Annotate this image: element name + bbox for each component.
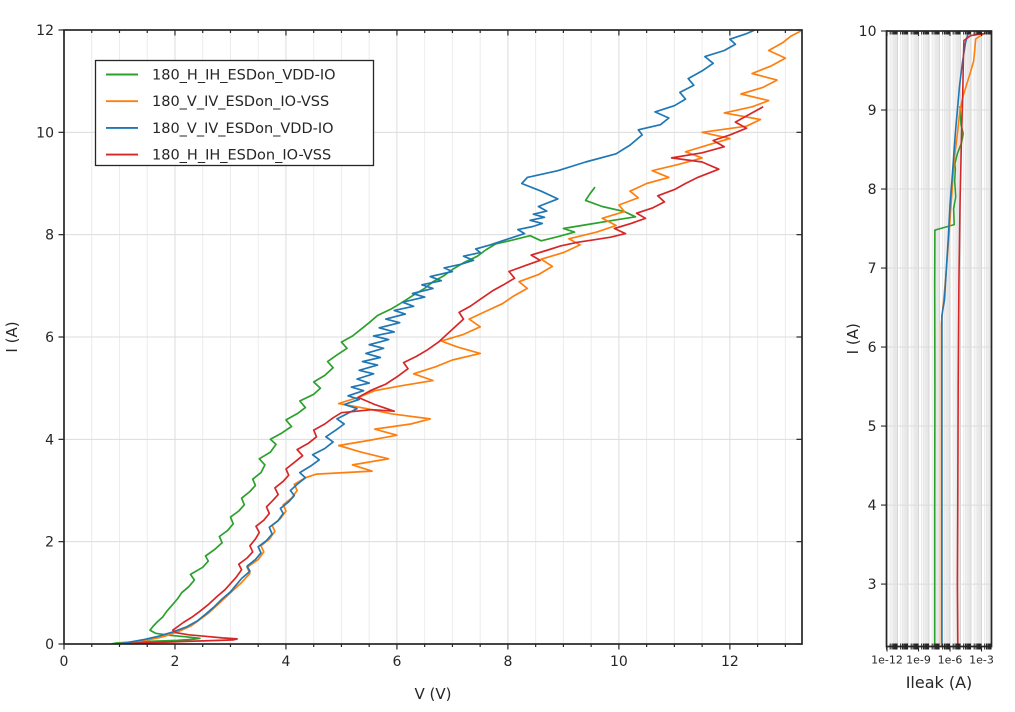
leak-y-tick-label: 4 [868, 498, 877, 514]
legend-label: 180_V_IV_ESDon_IO-VSS [152, 94, 329, 110]
y-tick-label: 4 [45, 432, 54, 448]
leak-x-axis-label: Ileak (A) [906, 673, 973, 692]
x-tick-label: 0 [60, 654, 69, 670]
x-tick-label: 10 [610, 654, 628, 670]
leak-x-tick-label: 1e-9 [906, 654, 931, 667]
y-tick-label: 2 [45, 535, 54, 551]
x-tick-label: 12 [721, 654, 739, 670]
legend-item: 180_V_IV_ESDon_VDD-IO [106, 121, 334, 137]
leak-y-tick-label: 3 [868, 577, 877, 593]
y-tick-label: 8 [45, 228, 54, 244]
leak-plot: 1e-12 1e-9 1e-6 1e-3 3 4 5 6 7 8 9 10 Ileak (A) I (A) [844, 24, 994, 692]
leak-x-tick-label: 1e-3 [969, 654, 994, 667]
leak-x-tick-label: 1e-6 [938, 654, 963, 667]
x-tick-label: 6 [392, 654, 401, 670]
main-ticks [58, 29, 802, 650]
leak-tick-labels: 1e-12 1e-9 1e-6 1e-3 3 4 5 6 7 8 9 10 [859, 24, 994, 667]
leak-x-tick-label: 1e-12 [871, 654, 903, 667]
y-tick-label: 0 [45, 637, 54, 653]
legend-item: 180_H_IH_ESDon_IO-VSS [106, 148, 331, 164]
legend: 180_H_IH_ESDon_VDD-IO 180_V_IV_ESDon_IO-V… [94, 59, 375, 167]
legend-item: 180_V_IV_ESDon_IO-VSS [106, 94, 329, 110]
leak-grid [886, 31, 992, 647]
leak-series [933, 31, 987, 647]
series-line-180_H_IH_ESDon_VDD-IO [111, 186, 637, 644]
y-tick-label: 6 [45, 330, 54, 346]
leak-line-180_V_IV_ESDon_VDD-IO [941, 31, 970, 647]
leak-y-tick-label: 6 [868, 340, 877, 356]
x-axis-label: V (V) [415, 685, 452, 703]
legend-label: 180_H_IH_ESDon_IO-VSS [152, 148, 331, 164]
main-plot: 0 2 4 6 8 10 12 0 2 4 6 8 10 12 V (V) I (A) 180_H_IH_ESD… [3, 23, 803, 703]
x-tick-label: 2 [171, 654, 180, 670]
y-tick-label: 12 [36, 23, 54, 39]
series-line-180_H_IH_ESDon_IO-VSS [124, 106, 764, 644]
leak-line-180_H_IH_ESDon_VDD-IO [933, 106, 965, 647]
leak-y-tick-label: 5 [868, 419, 877, 435]
legend-box [94, 59, 375, 167]
leak-y-axis-label: I (A) [844, 323, 862, 354]
y-axis-label: I (A) [3, 321, 21, 352]
y-tick-label: 10 [36, 125, 54, 141]
legend-label: 180_H_IH_ESDon_VDD-IO [152, 68, 336, 84]
leak-y-tick-label: 8 [868, 182, 877, 198]
legend-item: 180_H_IH_ESDon_VDD-IO [106, 68, 336, 84]
leak-y-tick-label: 7 [868, 261, 877, 277]
legend-label: 180_V_IV_ESDon_VDD-IO [152, 121, 334, 137]
x-tick-label: 4 [281, 654, 290, 670]
main-series [111, 30, 802, 644]
main-tick-labels: 0 2 4 6 8 10 12 0 2 4 6 8 10 12 [36, 23, 739, 670]
leak-ticks [881, 30, 992, 652]
leak-line-180_H_IH_ESDon_IO-VSS [956, 32, 987, 647]
leak-y-tick-label: 9 [868, 103, 877, 119]
series-line-180_V_IV_ESDon_IO-VSS [116, 30, 802, 644]
leak-y-tick-label: 10 [859, 24, 877, 40]
series-line-180_V_IV_ESDon_VDD-IO [119, 30, 756, 644]
x-tick-label: 8 [503, 654, 512, 670]
